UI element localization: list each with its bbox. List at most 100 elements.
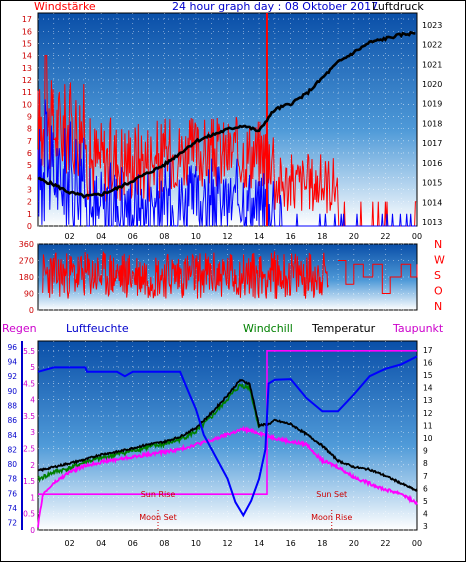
temperature-axis-tick-label: 13 (423, 396, 433, 405)
compass-label: N (434, 238, 442, 251)
wind-axis-tick-label: 16 (22, 27, 32, 36)
wind-axis-tick-label: 15 (22, 39, 32, 48)
pressure-axis-tick-label: 1022 (422, 41, 442, 50)
temp-humidity-marks: Sun Rise Moon Set Sun Set Moon Rise (37, 350, 418, 530)
rain-axis-tick-label: 0 (30, 526, 35, 535)
temperature-axis-tick-label: 15 (423, 371, 433, 380)
graph-title: 24 hour graph day : 08 Oktober 2017 (172, 0, 378, 13)
temperature-axis-tick-label: 10 (423, 434, 433, 443)
direction-axis-tick-label: 180 (19, 273, 34, 282)
hour-tick-label: 14 (254, 232, 264, 241)
hour-tick-label: 18 (317, 539, 327, 548)
wind-axis-tick-label: 5 (27, 161, 32, 170)
pressure-title: Luftdruck (372, 0, 424, 13)
hour-tick-label: 16 (286, 539, 296, 548)
humidity-axis-tick-label: 84 (7, 431, 17, 440)
compass-label: W (434, 254, 445, 267)
hour-tick-label: 04 (96, 232, 106, 241)
temperature-axis-tick-label: 3 (423, 522, 428, 531)
temperature-series (37, 378, 418, 492)
pressure-axis-tick-label: 1019 (422, 100, 442, 109)
wind-axis-tick-label: 8 (27, 125, 32, 134)
wind-axis-tick-label: 12 (22, 76, 32, 85)
hour-tick-label: 10 (191, 539, 201, 548)
hour-tick-label: 00 (412, 539, 422, 548)
hour-tick-label: 08 (159, 232, 169, 241)
humidity-axis-tick-label: 74 (7, 504, 17, 513)
direction-axis-tick-label: 90 (24, 290, 34, 299)
wind-pressure-grid (38, 13, 417, 227)
temperature-axis-tick-label: 11 (423, 421, 433, 430)
wind-axis-tick-label: 2 (27, 198, 32, 207)
pressure-axis-tick-label: 1017 (422, 139, 442, 148)
rain-axis-tick-label: 5 (30, 363, 35, 372)
wind-axis-tick-label: 7 (27, 137, 32, 146)
rain-title: Regen (2, 322, 37, 335)
humidity-axis-tick-label: 86 (7, 416, 17, 425)
rain-axis-tick-label: 4.5 (23, 379, 35, 388)
windchill-title: Windchill (243, 322, 293, 335)
hour-tick-label: 00 (412, 232, 422, 241)
humidity-axis-tick-label: 94 (7, 358, 17, 367)
direction-axis-tick-label: 270 (19, 257, 34, 266)
wind-direction-series (42, 251, 329, 299)
temperature-axis-tick-label: 12 (423, 409, 433, 418)
wind-gust-series (37, 99, 417, 227)
temperature-axis-tick-label: 5 (423, 497, 428, 506)
wind-direction-series-late (338, 260, 418, 294)
axis-tick-labels: 0123456789101112131415161710131014101510… (7, 15, 445, 548)
wind-axis-tick-label: 13 (22, 64, 32, 73)
wind-pressure-marks (37, 13, 417, 227)
hour-tick-label: 02 (64, 232, 74, 241)
hour-tick-label: 20 (349, 539, 359, 548)
wind-direction-marks (42, 251, 418, 299)
direction-axis-tick-label: 360 (19, 240, 34, 249)
temperature-axis-tick-label: 7 (423, 472, 428, 481)
wind-speed-title: Windstärke (34, 0, 96, 13)
temperature-title: Temperatur (311, 322, 376, 335)
hour-tick-label: 04 (96, 539, 106, 548)
humidity-axis-tick-label: 92 (7, 372, 17, 381)
rain-axis-tick-label: 3 (30, 428, 35, 437)
dewpoint-title: Taupunkt (392, 322, 444, 335)
hour-tick-label: 06 (128, 232, 138, 241)
wind-axis-tick-label: 9 (27, 112, 32, 121)
windchill-series (37, 382, 260, 483)
wind-axis-tick-label: 3 (27, 185, 32, 194)
wind-axis-tick-label: 11 (22, 88, 32, 97)
temperature-axis-tick-label: 4 (423, 510, 428, 519)
hour-tick-label: 12 (222, 539, 232, 548)
wind-axis-tick-label: 17 (22, 15, 32, 24)
temperature-axis-tick-label: 17 (423, 346, 433, 355)
hour-tick-label: 12 (222, 232, 232, 241)
pressure-axis-tick-label: 1013 (422, 218, 442, 227)
pressure-axis-tick-label: 1018 (422, 119, 442, 128)
humidity-axis-tick-label: 76 (7, 489, 17, 498)
hour-tick-label: 22 (380, 232, 390, 241)
compass-label: S (434, 269, 441, 282)
pressure-axis-tick-label: 1016 (422, 159, 442, 168)
hour-tick-label: 14 (254, 539, 264, 548)
humidity-title: Luftfeuchte (66, 322, 129, 335)
hour-tick-label: 22 (380, 539, 390, 548)
hour-tick-label: 10 (191, 232, 201, 241)
rain-axis-tick-label: 2.5 (23, 445, 35, 454)
humidity-axis-tick-label: 90 (7, 387, 17, 396)
wind-axis-tick-label: 1 (27, 210, 32, 219)
humidity-axis-tick-label: 96 (7, 343, 17, 352)
humidity-axis-tick-label: 78 (7, 475, 17, 484)
temperature-axis-tick-label: 9 (423, 447, 428, 456)
hour-tick-label: 18 (317, 232, 327, 241)
hour-tick-label: 16 (286, 232, 296, 241)
rain-axis-tick-label: 0.5 (23, 510, 35, 519)
pressure-axis-tick-label: 1023 (422, 21, 442, 30)
rain-axis-tick-label: 2 (30, 461, 35, 470)
wind-axis-tick-label: 6 (27, 149, 32, 158)
pressure-axis-tick-label: 1015 (422, 179, 442, 188)
temperature-axis-tick-label: 6 (423, 484, 428, 493)
sun-moon-annotation: Moon Set (139, 513, 176, 522)
temperature-axis-tick-label: 8 (423, 459, 428, 468)
direction-axis-tick-label: 0 (29, 306, 34, 315)
